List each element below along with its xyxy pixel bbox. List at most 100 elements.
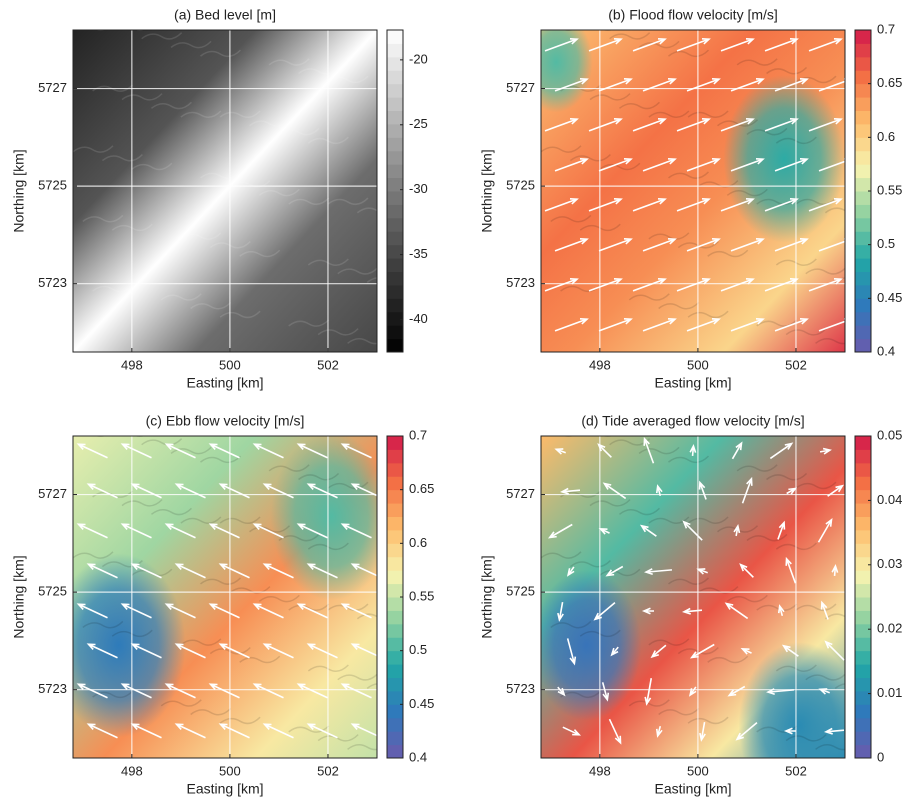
flow-arrow <box>174 563 206 579</box>
field-texture <box>82 620 124 629</box>
field-texture <box>785 328 827 336</box>
flow-arrow <box>642 238 677 252</box>
colorbar-band <box>387 137 403 152</box>
flow-arrow <box>547 523 573 539</box>
flow-arrow <box>218 483 250 499</box>
colorbar-band <box>855 583 871 598</box>
panel-title: (c) Ebb flow velocity [m/s] <box>146 413 305 429</box>
field-texture <box>541 436 574 437</box>
colorbar-tick-label: 0.65 <box>877 75 902 90</box>
field-texture <box>200 455 242 464</box>
flow-arrow <box>340 443 372 459</box>
flow-arrow <box>681 607 703 615</box>
colorbar-band <box>855 123 871 138</box>
field-texture <box>150 507 192 516</box>
colorbar-band <box>387 476 403 491</box>
colorbar-tick-label: 0.02 <box>877 621 902 636</box>
y-tick-label: 5723 <box>506 275 535 290</box>
flow-arrow <box>730 238 765 252</box>
flow-arrow <box>785 556 797 584</box>
flow-arrow <box>208 523 240 539</box>
field-texture <box>73 30 106 31</box>
field-texture <box>366 683 377 689</box>
field-texture <box>327 75 369 84</box>
colorbar-frame <box>854 435 872 759</box>
field-texture <box>736 464 778 472</box>
colorbar-band <box>387 677 403 692</box>
flow-arrow <box>218 723 250 739</box>
field-texture <box>258 188 300 197</box>
field-texture <box>239 249 281 258</box>
field-texture <box>609 32 651 40</box>
field-texture <box>687 716 729 725</box>
colorbar-band <box>855 516 871 531</box>
flow-arrow <box>601 682 610 702</box>
colorbar-band <box>387 529 403 544</box>
field-texture <box>131 162 173 171</box>
field-texture <box>824 207 845 214</box>
field-texture <box>638 40 680 49</box>
colorbar-band <box>855 677 871 692</box>
flow-arrow <box>306 723 338 739</box>
flow-arrow <box>86 483 118 499</box>
flow-arrow <box>764 198 799 212</box>
colorbar-band <box>855 623 871 638</box>
colorbar-band <box>855 338 871 353</box>
colorbar-band <box>387 204 403 219</box>
flow-arrow <box>557 601 564 622</box>
field-texture <box>569 560 611 568</box>
flow-arrow <box>164 603 196 619</box>
plot-frame <box>540 435 846 759</box>
flow-arrow <box>644 678 653 706</box>
field-texture <box>190 707 232 716</box>
field-texture <box>580 436 613 437</box>
colorbar-tick-label: -40 <box>409 311 428 326</box>
flow-arrow <box>296 603 328 619</box>
flow-arrow <box>208 683 240 699</box>
field-patch <box>541 30 593 113</box>
field-texture <box>589 499 631 507</box>
field-texture <box>569 154 611 162</box>
field-texture <box>638 446 680 455</box>
field-texture <box>347 744 377 751</box>
field-texture <box>541 145 582 153</box>
flow-arrow <box>689 443 697 457</box>
flow-arrow <box>655 725 663 738</box>
flow-arrow <box>642 318 677 332</box>
x-tick-label: 498 <box>121 357 143 372</box>
field-texture <box>726 188 768 197</box>
field-texture <box>288 603 330 612</box>
y-tick-label: 5725 <box>506 178 535 193</box>
flow-arrow <box>764 278 799 292</box>
flow-arrow <box>559 487 581 495</box>
field-texture <box>337 673 377 681</box>
panel-title: (a) Bed level [m] <box>174 7 276 23</box>
flow-arrow <box>306 643 338 659</box>
field-texture <box>766 66 808 75</box>
field-texture <box>717 119 759 127</box>
y-tick-label: 5723 <box>506 681 535 696</box>
plot-frame <box>540 29 846 353</box>
flow-arrow <box>296 523 328 539</box>
colorbar-band <box>387 284 403 299</box>
field-texture <box>121 93 163 101</box>
colorbar-band <box>387 244 403 259</box>
flow-arrow <box>818 158 845 172</box>
field-texture <box>599 568 641 577</box>
colorbar-band <box>855 43 871 58</box>
flow-arrow <box>641 607 654 615</box>
colorbar-band <box>387 97 403 111</box>
colorbar-tick-label: 0.04 <box>877 492 902 507</box>
flow-arrow <box>86 723 118 739</box>
colorbar-band <box>855 610 871 625</box>
colorbar-band <box>855 556 871 571</box>
flow-arrow <box>252 443 284 459</box>
flow-arrow <box>544 198 579 212</box>
colorbar-band <box>855 244 871 259</box>
flow-arrow <box>686 158 721 172</box>
colorbar-band <box>855 137 871 152</box>
colorbar-band <box>855 191 871 205</box>
field-texture <box>707 655 749 664</box>
colorbar-band <box>855 570 871 585</box>
field-texture <box>599 162 641 171</box>
